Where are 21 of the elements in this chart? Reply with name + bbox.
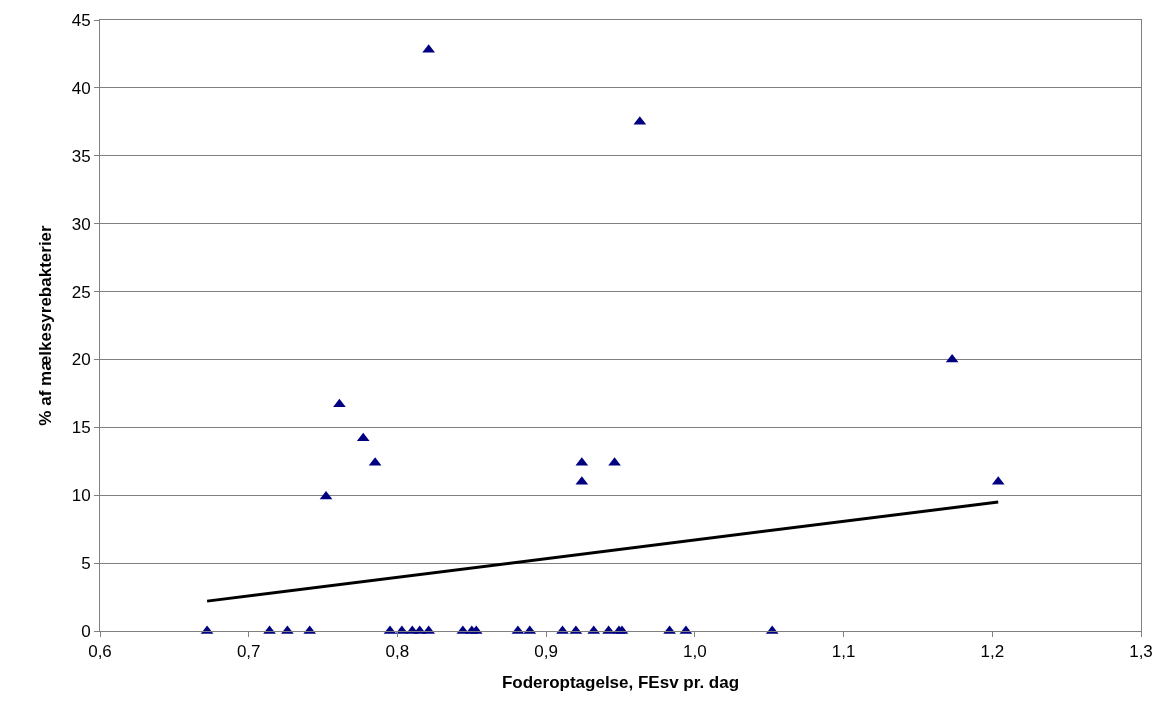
x-axis-title: Foderoptagelse, FEsv pr. dag — [501, 672, 740, 692]
y-tick-label: 5 — [81, 554, 91, 574]
x-tick-label: 1,3 — [1129, 642, 1153, 662]
x-tick-label: 1,1 — [831, 642, 856, 662]
point — [945, 353, 959, 363]
y-tick-label: 0 — [81, 621, 91, 641]
y-tick-label: 20 — [71, 350, 91, 370]
y-tick-label: 30 — [71, 214, 91, 234]
x-tick-label: 1,2 — [980, 642, 1005, 662]
y-tick-label: 10 — [71, 486, 91, 506]
y-tick-label: 25 — [71, 282, 91, 302]
x-tick-label: 0,9 — [534, 642, 558, 662]
x-tick-label: 1,0 — [683, 642, 707, 662]
x-tick-label: 0,6 — [88, 642, 112, 662]
y-tick-label: 15 — [71, 418, 91, 438]
y-tick-label: 35 — [71, 146, 91, 166]
y-tick-label: 45 — [71, 10, 91, 30]
y-tick-label: 40 — [71, 78, 91, 98]
x-tick-label: 0,8 — [385, 642, 410, 662]
x-tick-label: 0,7 — [236, 642, 261, 662]
y-axis-title: % af mælkesyrebakterier — [36, 224, 56, 426]
